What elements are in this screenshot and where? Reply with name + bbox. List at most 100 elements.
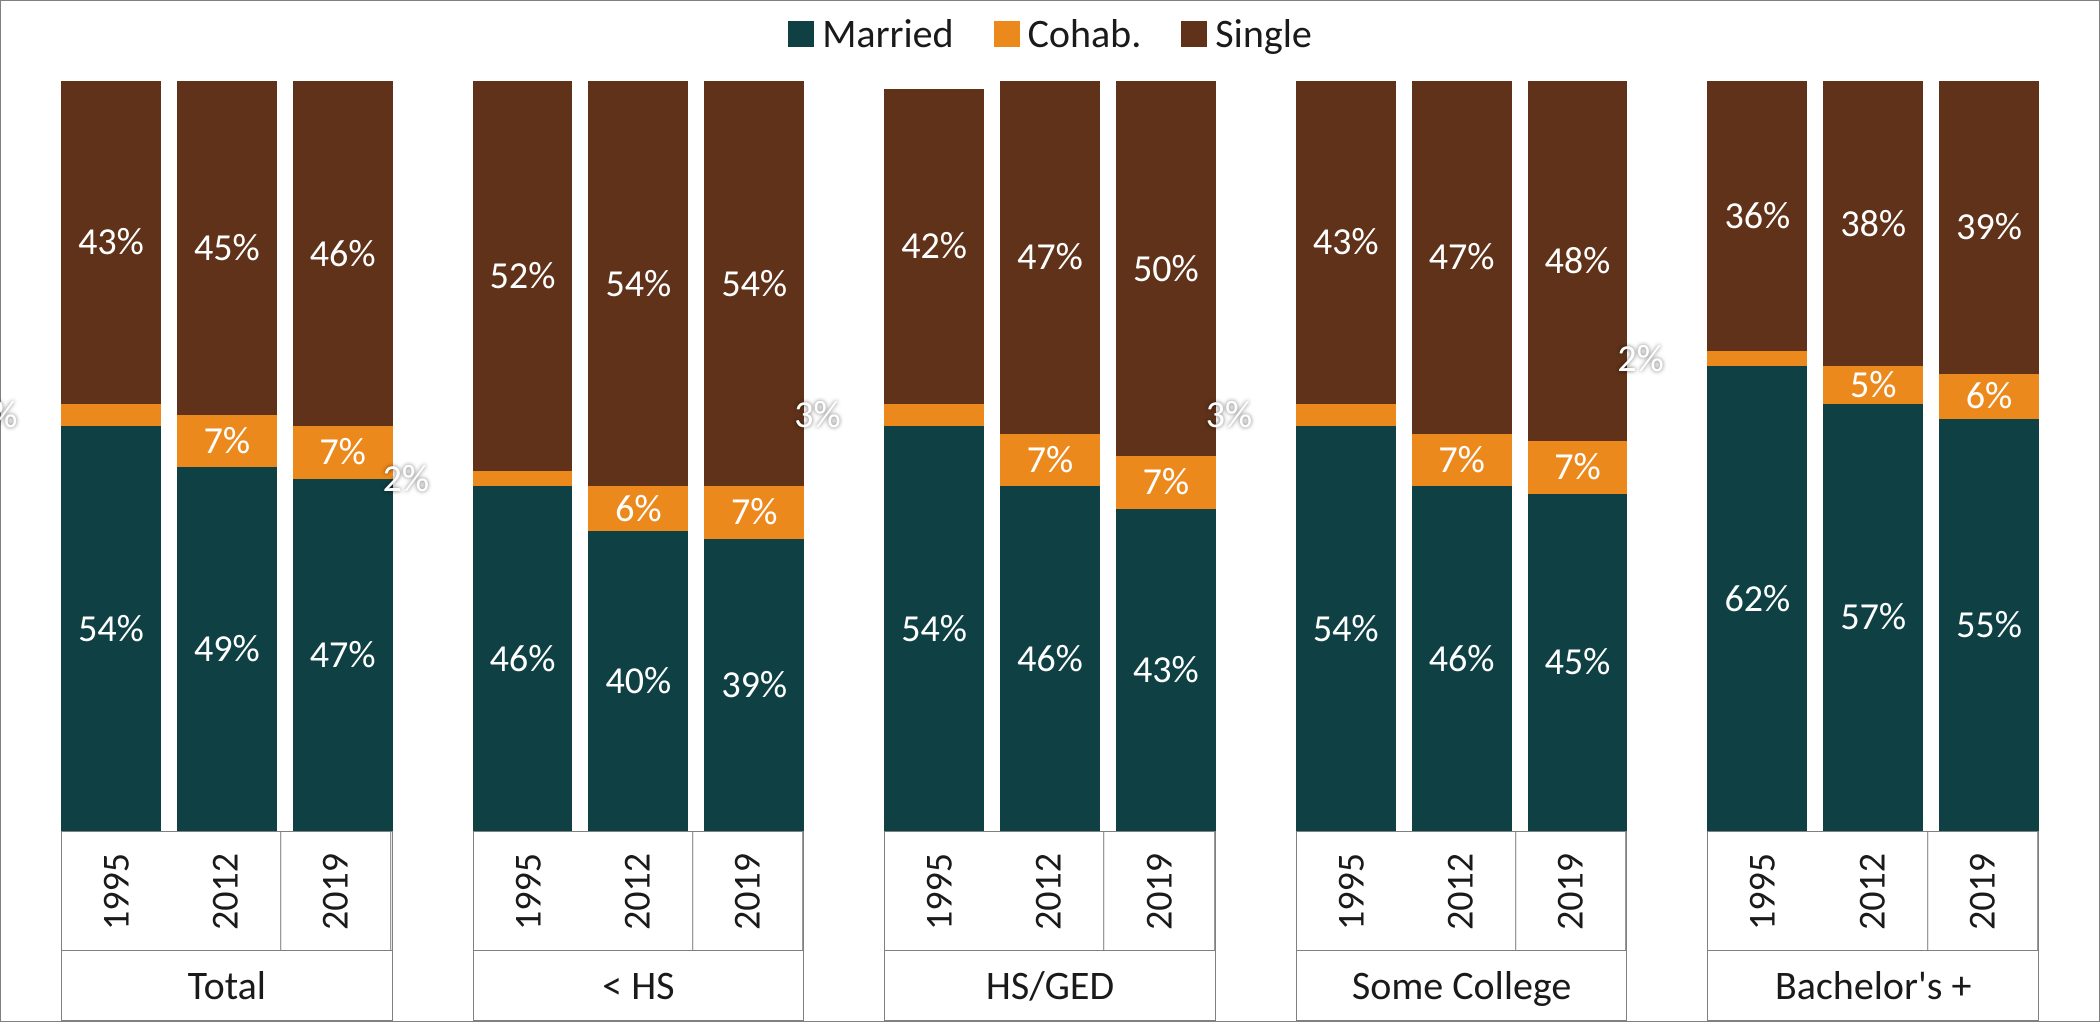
axis-group: 199520122019Bachelor's + [1707,831,2039,1021]
segment-label: 3% [1206,396,1252,434]
bar-segment: 46% [293,81,393,426]
bar-column: 39%6%55% [1939,81,2039,831]
axis-group: 199520122019Total [61,831,393,1021]
bar-segment: 6% [588,486,688,531]
axis-year-label: 1995 [474,832,583,950]
bar-segment: 2% [1707,351,1807,366]
axis-group: 199520122019Some College [1296,831,1628,1021]
bar-segment: 7% [1528,441,1628,494]
legend: Married Cohab. Single [1,9,2099,58]
bar-segment: 43% [61,81,161,404]
bar-segment: 7% [293,426,393,479]
axis-year-label: 2019 [1928,832,2038,950]
axis-year-label: 2019 [281,832,391,950]
x-axis-labels: 199520122019Total199520122019< HS1995201… [61,831,2039,1021]
axis-year-label: 1995 [1297,832,1406,950]
legend-label: Cohab. [1028,9,1142,58]
axis-year-label: 2019 [693,832,803,950]
bar-segment: 7% [1116,456,1216,509]
bar-segment: 36% [1707,81,1807,351]
bar-segment: 7% [1412,434,1512,487]
bar-segment: 6% [1939,374,2039,419]
bar-segment: 57% [1823,404,1923,832]
axis-category-label: Total [62,951,392,1020]
axis-year-label: 2019 [1516,832,1626,950]
bar-column: 50%7%43% [1116,81,1216,831]
plot-area: 43%3%54%45%7%49%46%7%47%52%2%46%54%6%40%… [61,81,2039,831]
axis-category-label: Some College [1297,951,1627,1020]
axis-group: 199520122019< HS [473,831,805,1021]
axis-years-row: 199520122019 [474,831,804,951]
axis-year-label: 2019 [1105,832,1215,950]
bar-group: 36%2%62%38%5%57%39%6%55% [1707,81,2039,831]
bar-column: 42%3%54% [884,81,984,831]
axis-category-label: Bachelor's + [1708,951,2038,1020]
bar-segment: 7% [1000,434,1100,487]
bar-segment: 47% [293,479,393,832]
legend-item: Married [788,9,953,58]
axis-category-label: HS/GED [885,951,1215,1020]
bar-segment: 46% [473,486,573,831]
bar-segment: 42% [884,89,984,404]
segment-label: 2% [383,460,429,498]
bar-segment: 40% [588,531,688,831]
bar-segment: 50% [1116,81,1216,456]
bar-segment: 7% [177,415,277,467]
bar-segment: 45% [177,81,277,415]
bar-column: 45%7%49% [177,81,277,831]
bar-segment: 55% [1939,419,2039,832]
legend-item: Cohab. [994,9,1142,58]
legend-item: Single [1181,9,1311,58]
axis-year-label: 1995 [885,832,994,950]
bar-column: 43%3%54% [1296,81,1396,831]
axis-year-label: 2012 [171,832,281,950]
bar-column: 36%2%62% [1707,81,1807,831]
axis-group: 199520122019HS/GED [884,831,1216,1021]
bar-column: 38%5%57% [1823,81,1923,831]
bar-segment: 5% [1823,366,1923,404]
bar-segment: 43% [1116,509,1216,832]
bar-segment: 48% [1528,81,1628,441]
axis-years-row: 199520122019 [885,831,1215,951]
bar-segment: 52% [473,81,573,471]
bar-segment: 54% [1296,426,1396,831]
axis-year-label: 2012 [1818,832,1928,950]
legend-label: Married [822,9,953,58]
bar-segment: 3% [61,404,161,427]
bar-group: 52%2%46%54%6%40%54%7%39% [473,81,805,831]
bar-segment: 49% [177,467,277,831]
bar-segment: 46% [1412,486,1512,831]
bar-segment: 2% [473,471,573,486]
axis-year-label: 1995 [1708,832,1817,950]
bar-column: 47%7%46% [1412,81,1512,831]
bar-column: 43%3%54% [61,81,161,831]
bar-segment: 62% [1707,366,1807,831]
bar-segment: 43% [1296,81,1396,404]
bar-segment: 39% [704,539,804,832]
bar-segment: 7% [704,486,804,539]
axis-years-row: 199520122019 [1297,831,1627,951]
bar-segment: 47% [1412,81,1512,434]
axis-year-label: 2012 [994,832,1104,950]
bar-segment: 45% [1528,494,1628,832]
bar-column: 46%7%47% [293,81,393,831]
legend-label: Single [1215,9,1311,58]
bar-segment: 46% [1000,486,1100,831]
segment-label: 2% [1617,340,1663,378]
bar-segment: 54% [884,426,984,831]
bar-segment: 54% [588,81,688,486]
axis-category-label: < HS [474,951,804,1020]
bar-group: 43%3%54%47%7%46%48%7%45% [1296,81,1628,831]
bar-segment: 38% [1823,81,1923,366]
bar-segment: 3% [1296,404,1396,427]
bar-column: 54%7%39% [704,81,804,831]
bar-segment: 3% [884,404,984,427]
axis-year-label: 2012 [583,832,693,950]
legend-swatch [788,21,814,47]
segment-label: 3% [0,396,17,434]
bar-segment: 54% [704,81,804,486]
bar-segment: 47% [1000,81,1100,434]
bar-column: 47%7%46% [1000,81,1100,831]
axis-year-label: 1995 [62,832,171,950]
axis-years-row: 199520122019 [1708,831,2038,951]
